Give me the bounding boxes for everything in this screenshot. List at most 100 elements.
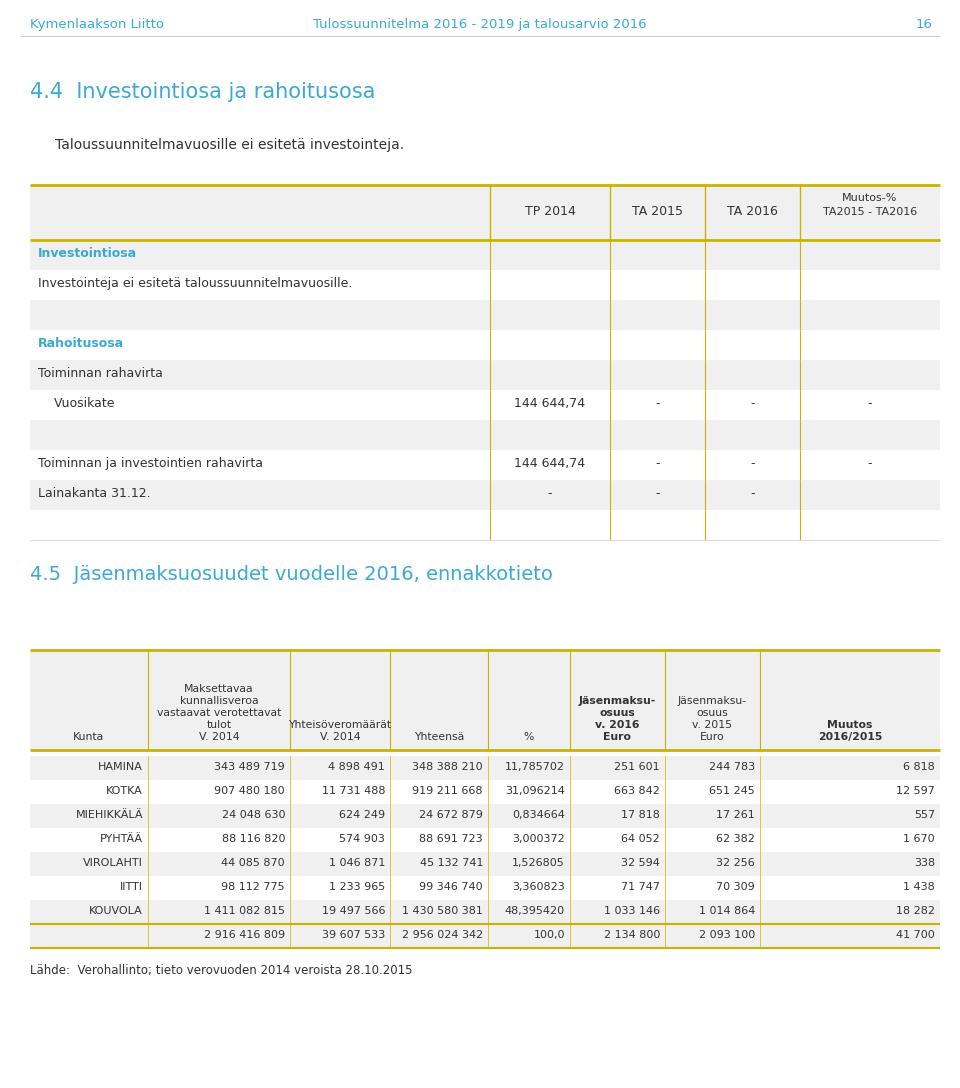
- Text: 651 245: 651 245: [709, 786, 755, 796]
- Text: Toiminnan rahavirta: Toiminnan rahavirta: [38, 367, 163, 380]
- Text: 62 382: 62 382: [716, 834, 755, 844]
- Text: Muutos-%: Muutos-%: [842, 193, 898, 203]
- Text: 39 607 533: 39 607 533: [322, 930, 385, 940]
- Text: KOTKA: KOTKA: [107, 786, 143, 796]
- Text: 574 903: 574 903: [339, 834, 385, 844]
- Bar: [30, 756, 940, 780]
- Text: TA 2016: TA 2016: [727, 205, 778, 218]
- Text: 31,096214: 31,096214: [505, 786, 565, 796]
- Text: TP 2014: TP 2014: [524, 205, 575, 218]
- Text: 12 597: 12 597: [896, 786, 935, 796]
- Text: HAMINA: HAMINA: [98, 762, 143, 772]
- Text: 343 489 719: 343 489 719: [214, 762, 285, 772]
- Text: 64 052: 64 052: [621, 834, 660, 844]
- Text: Investointeja ei esitetä taloussuunnitelmavuosille.: Investointeja ei esitetä taloussuunnitel…: [38, 277, 352, 290]
- Text: Vuosikate: Vuosikate: [50, 397, 114, 410]
- Text: Euro: Euro: [604, 732, 632, 742]
- Text: Lainakanta 31.12.: Lainakanta 31.12.: [38, 487, 151, 500]
- Text: Muutos: Muutos: [828, 720, 873, 730]
- Text: Jäsenmaksu-: Jäsenmaksu-: [678, 696, 747, 706]
- Text: Investointiosa: Investointiosa: [38, 247, 137, 260]
- Text: 1 411 082 815: 1 411 082 815: [204, 906, 285, 916]
- Text: 16: 16: [915, 18, 932, 30]
- Text: KOUVOLA: KOUVOLA: [89, 906, 143, 916]
- Text: 88 691 723: 88 691 723: [420, 834, 483, 844]
- Text: TA 2015: TA 2015: [632, 205, 683, 218]
- Text: 70 309: 70 309: [716, 882, 755, 892]
- Text: 4.5  Jäsenmaksuosuudet vuodelle 2016, ennakkotieto: 4.5 Jäsenmaksuosuudet vuodelle 2016, enn…: [30, 565, 553, 584]
- Text: 1 033 146: 1 033 146: [604, 906, 660, 916]
- Text: PYHTÄÄ: PYHTÄÄ: [100, 834, 143, 844]
- Text: -: -: [868, 457, 873, 470]
- Bar: [30, 240, 940, 270]
- Text: Rahoitusosa: Rahoitusosa: [38, 337, 124, 350]
- Text: 348 388 210: 348 388 210: [413, 762, 483, 772]
- Text: 919 211 668: 919 211 668: [413, 786, 483, 796]
- Text: vastaavat verotettavat: vastaavat verotettavat: [156, 708, 281, 718]
- Text: 4 898 491: 4 898 491: [328, 762, 385, 772]
- Text: -: -: [868, 397, 873, 410]
- Text: 45 132 741: 45 132 741: [420, 858, 483, 868]
- Text: v. 2016: v. 2016: [595, 720, 639, 730]
- Text: 48,395420: 48,395420: [505, 906, 565, 916]
- Bar: [30, 852, 940, 876]
- Text: Maksettavaa: Maksettavaa: [184, 684, 253, 694]
- Bar: [30, 450, 940, 480]
- Text: 338: 338: [914, 858, 935, 868]
- Text: MIEHIKKÄLÄ: MIEHIKKÄLÄ: [76, 809, 143, 820]
- Bar: [30, 480, 940, 510]
- Bar: [30, 510, 940, 540]
- Text: 2 093 100: 2 093 100: [699, 930, 755, 940]
- Text: 1 670: 1 670: [903, 834, 935, 844]
- Text: 19 497 566: 19 497 566: [322, 906, 385, 916]
- Text: IITTI: IITTI: [120, 882, 143, 892]
- Text: -: -: [751, 457, 755, 470]
- Text: Lähde:  Verohallinto; tieto verovuoden 2014 veroista 28.10.2015: Lähde: Verohallinto; tieto verovuoden 20…: [30, 964, 413, 977]
- Text: Kunta: Kunta: [73, 732, 105, 742]
- Text: 1 046 871: 1 046 871: [328, 858, 385, 868]
- Text: -: -: [656, 397, 660, 410]
- Text: 32 594: 32 594: [621, 858, 660, 868]
- Text: 18 282: 18 282: [896, 906, 935, 916]
- Text: 24 672 879: 24 672 879: [420, 809, 483, 820]
- Text: 11,785702: 11,785702: [505, 762, 565, 772]
- Text: Euro: Euro: [700, 732, 725, 742]
- Text: Kymenlaakson Liitto: Kymenlaakson Liitto: [30, 18, 164, 30]
- Bar: [30, 876, 940, 900]
- Text: %: %: [524, 732, 534, 742]
- Text: 1 233 965: 1 233 965: [328, 882, 385, 892]
- Bar: [30, 300, 940, 330]
- Text: 144 644,74: 144 644,74: [515, 397, 586, 410]
- Text: 663 842: 663 842: [614, 786, 660, 796]
- Text: osuus: osuus: [600, 708, 636, 718]
- Bar: [30, 360, 940, 390]
- Bar: [30, 804, 940, 828]
- Text: 1,526805: 1,526805: [513, 858, 565, 868]
- Text: -: -: [656, 487, 660, 500]
- Bar: [30, 828, 940, 852]
- Text: 71 747: 71 747: [621, 882, 660, 892]
- Bar: [30, 780, 940, 804]
- Text: kunnallisveroa: kunnallisveroa: [180, 696, 258, 706]
- Text: 17 818: 17 818: [621, 809, 660, 820]
- Text: 2 134 800: 2 134 800: [604, 930, 660, 940]
- Text: 100,0: 100,0: [534, 930, 565, 940]
- Text: 4.4  Investointiosa ja rahoitusosa: 4.4 Investointiosa ja rahoitusosa: [30, 82, 375, 102]
- Text: 624 249: 624 249: [339, 809, 385, 820]
- Text: 907 480 180: 907 480 180: [214, 786, 285, 796]
- Text: 0,834664: 0,834664: [512, 809, 565, 820]
- Bar: [30, 924, 940, 948]
- Text: 24 048 630: 24 048 630: [222, 809, 285, 820]
- Text: 3,360823: 3,360823: [513, 882, 565, 892]
- Text: 144 644,74: 144 644,74: [515, 457, 586, 470]
- Text: TA2015 - TA2016: TA2015 - TA2016: [823, 207, 917, 217]
- Text: 557: 557: [914, 809, 935, 820]
- Text: tulot: tulot: [206, 720, 231, 730]
- Text: 11 731 488: 11 731 488: [322, 786, 385, 796]
- Text: Jäsenmaksu-: Jäsenmaksu-: [579, 696, 657, 706]
- Text: -: -: [656, 457, 660, 470]
- Text: 3,000372: 3,000372: [513, 834, 565, 844]
- Bar: [30, 270, 940, 300]
- Text: 41 700: 41 700: [897, 930, 935, 940]
- Text: 251 601: 251 601: [614, 762, 660, 772]
